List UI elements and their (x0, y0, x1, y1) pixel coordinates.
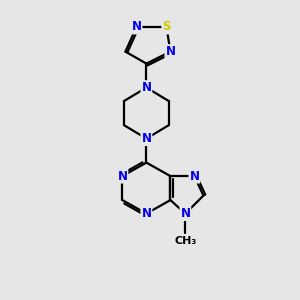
Text: N: N (131, 20, 142, 34)
Text: S: S (162, 20, 171, 34)
Text: N: N (141, 207, 152, 220)
Text: N: N (180, 207, 190, 220)
Text: N: N (165, 45, 176, 58)
Text: N: N (189, 169, 200, 183)
Text: N: N (141, 132, 152, 145)
Text: N: N (117, 169, 128, 183)
Text: CH₃: CH₃ (174, 236, 196, 246)
Text: N: N (141, 81, 152, 94)
